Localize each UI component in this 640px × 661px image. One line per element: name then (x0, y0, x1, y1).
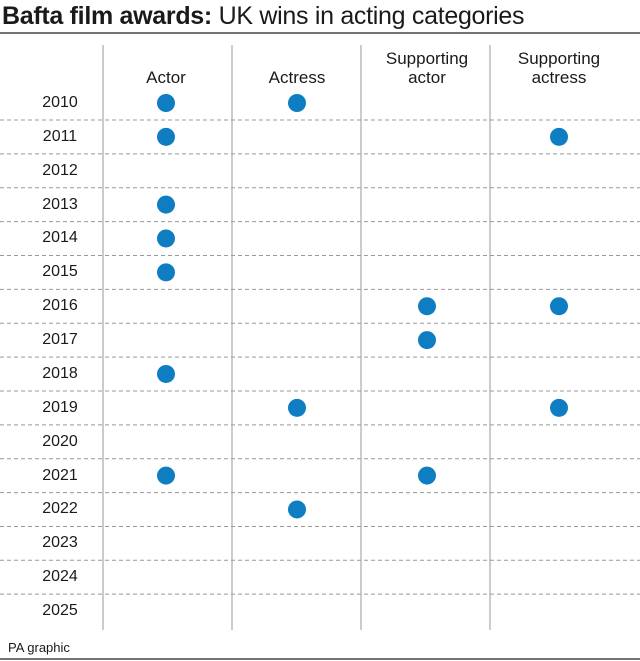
row-label: 2014 (42, 229, 78, 247)
win-dot (157, 466, 175, 485)
win-dot (157, 94, 175, 112)
column-header: Supporting actor (385, 49, 469, 87)
row-label: 2018 (42, 364, 78, 382)
row-label: 2010 (42, 94, 78, 111)
column-header: Supporting actress (517, 49, 601, 87)
row-label: 2025 (42, 602, 78, 620)
row-label: 2013 (42, 195, 78, 213)
title-bold: Bafta film awards: (2, 2, 212, 30)
row-label: 2022 (42, 500, 78, 518)
win-dot (157, 229, 175, 248)
row-label: 2015 (42, 263, 78, 281)
chart-title: Bafta film awards: UK wins in acting cat… (2, 2, 525, 31)
column-header: Actress (268, 68, 326, 87)
row-label: 2019 (42, 398, 78, 416)
row-label: 2021 (42, 466, 78, 484)
win-dot (418, 297, 436, 316)
win-dot (288, 398, 306, 417)
win-dot (288, 94, 306, 112)
title-rest: UK wins in acting categories (218, 2, 525, 30)
win-dot (550, 398, 568, 417)
row-label: 2020 (42, 432, 78, 450)
column-header: Actor (146, 68, 186, 87)
win-dot (550, 127, 568, 146)
win-dot (288, 500, 306, 519)
row-label: 2023 (42, 534, 78, 552)
source: PA graphic (8, 640, 70, 655)
win-dot (157, 364, 175, 383)
row-label: 2016 (42, 297, 78, 315)
win-dot (418, 331, 436, 350)
win-dot (157, 263, 175, 282)
row-label: 2017 (42, 331, 78, 349)
win-dot (418, 466, 436, 485)
row-label: 2011 (42, 127, 78, 145)
win-dot (157, 195, 175, 214)
win-dot (550, 297, 568, 316)
row-label: 2012 (42, 161, 78, 179)
row-label: 2024 (42, 568, 78, 586)
win-dot (157, 127, 175, 146)
